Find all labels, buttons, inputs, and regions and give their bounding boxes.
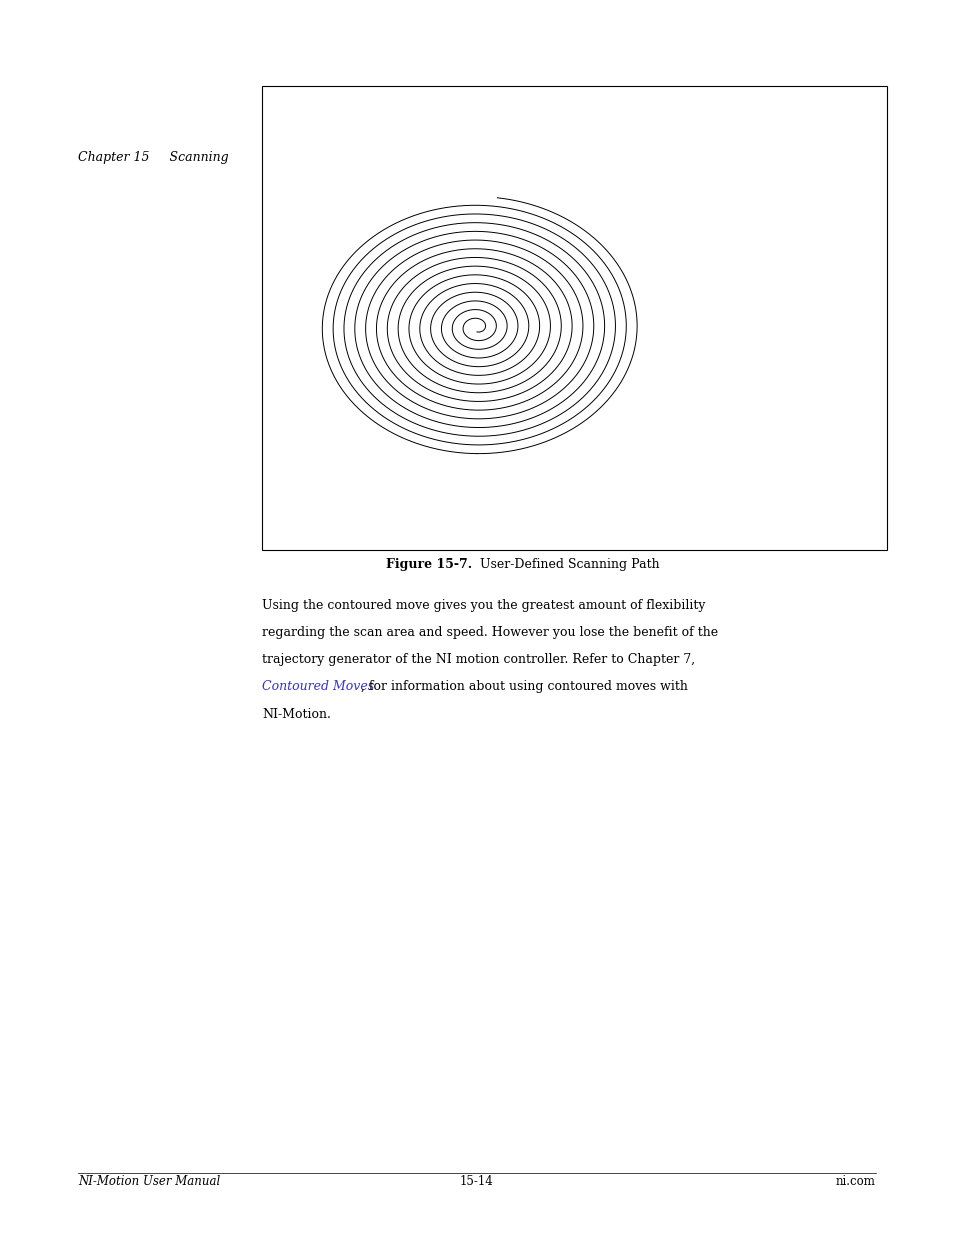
Text: NI-Motion User Manual: NI-Motion User Manual [78,1174,220,1188]
Text: Contoured Moves: Contoured Moves [262,680,375,694]
Text: Using the contoured move gives you the greatest amount of flexibility: Using the contoured move gives you the g… [262,599,705,613]
Text: Chapter 15     Scanning: Chapter 15 Scanning [78,151,229,164]
Text: regarding the scan area and speed. However you lose the benefit of the: regarding the scan area and speed. Howev… [262,626,718,640]
Text: , for information about using contoured moves with: , for information about using contoured … [360,680,687,694]
Text: trajectory generator of the NI motion controller. Refer to Chapter 7,: trajectory generator of the NI motion co… [262,653,695,667]
Text: ni.com: ni.com [835,1174,875,1188]
FancyBboxPatch shape [262,86,886,550]
Text: User-Defined Scanning Path: User-Defined Scanning Path [472,558,659,572]
Text: NI-Motion.: NI-Motion. [262,708,331,721]
Text: Figure 15-7.: Figure 15-7. [386,558,472,572]
Text: 15-14: 15-14 [459,1174,494,1188]
